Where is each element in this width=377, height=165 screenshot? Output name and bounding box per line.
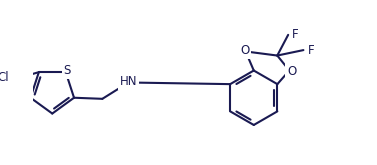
Text: F: F [292,28,299,41]
Text: HN: HN [120,75,137,88]
Text: F: F [308,44,314,57]
Text: O: O [287,65,296,78]
Text: O: O [240,44,249,57]
Text: S: S [64,64,71,77]
Text: Cl: Cl [0,71,9,84]
